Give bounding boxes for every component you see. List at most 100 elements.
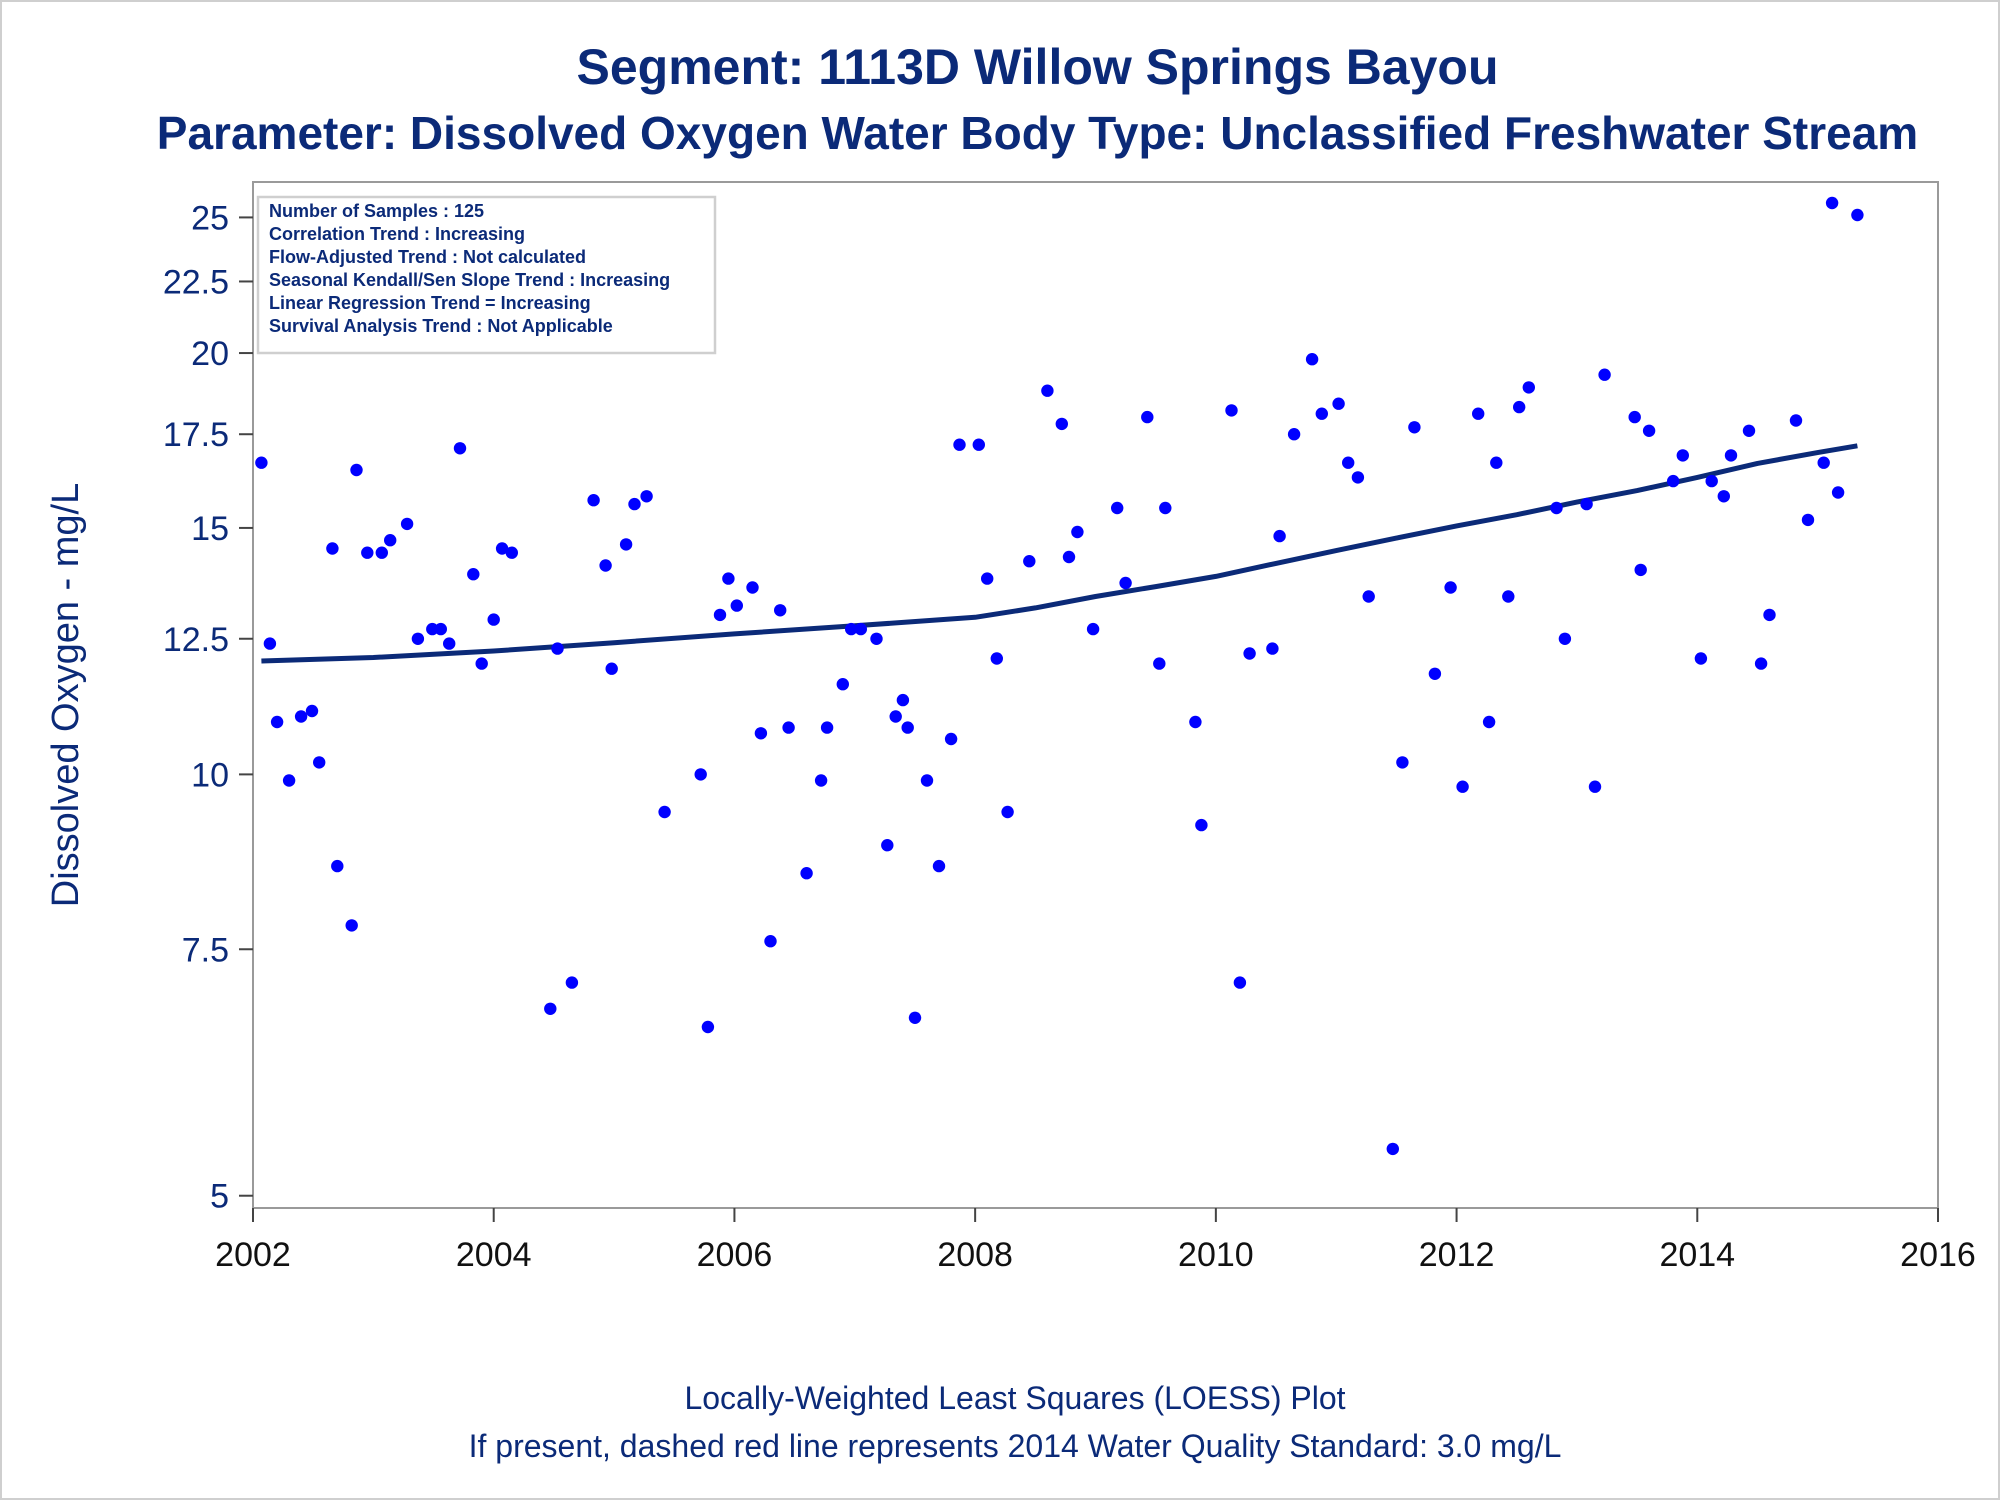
data-point-29	[587, 494, 600, 507]
y-tick-label-25: 25	[191, 199, 229, 237]
info-line-5: Linear Regression Trend = Increasing	[269, 293, 591, 313]
data-point-15	[400, 517, 414, 531]
y-tick-label-22.5: 22.5	[163, 263, 229, 301]
data-point-72	[1111, 501, 1124, 515]
data-point-119	[1763, 608, 1776, 622]
data-point-26	[544, 1002, 557, 1015]
data-point-11	[350, 463, 363, 477]
loess-trend-line	[261, 443, 1858, 664]
data-point-61	[953, 438, 966, 451]
data-point-92	[1396, 756, 1409, 769]
data-point-103	[1550, 501, 1563, 515]
data-point-20	[453, 442, 467, 455]
data-point-19	[443, 637, 456, 650]
data-point-95	[1444, 581, 1457, 594]
x-tick-label-2014: 2014	[1659, 1236, 1735, 1274]
data-point-22	[475, 657, 488, 670]
footnote-standard: If present, dashed red line represents 2…	[468, 1428, 1562, 1464]
data-point-93	[1408, 421, 1421, 434]
data-point-74	[1141, 410, 1154, 424]
data-point-12	[361, 546, 374, 559]
data-point-68	[1055, 417, 1069, 431]
data-point-44	[774, 604, 787, 617]
data-point-64	[990, 652, 1003, 665]
data-point-54	[889, 710, 902, 723]
data-point-104	[1558, 632, 1572, 645]
data-point-55	[896, 693, 910, 707]
data-point-105	[1580, 497, 1593, 511]
info-line-1: Number of Samples : 125	[269, 201, 484, 221]
data-point-10	[345, 919, 358, 932]
data-point-62	[972, 438, 985, 451]
data-point-71	[1086, 622, 1100, 636]
data-point-28	[565, 976, 579, 989]
data-point-102	[1522, 381, 1536, 394]
data-point-121	[1801, 513, 1815, 527]
data-point-2	[263, 637, 277, 650]
x-tick-label-2006: 2006	[697, 1236, 773, 1274]
data-point-101	[1513, 400, 1526, 414]
data-point-109	[1634, 563, 1647, 577]
data-point-120	[1789, 414, 1803, 427]
data-point-122	[1817, 456, 1830, 469]
y-tick-label-7.5: 7.5	[182, 931, 229, 969]
y-tick-label-10: 10	[191, 756, 229, 794]
data-point-82	[1266, 642, 1279, 655]
data-point-45	[782, 721, 795, 734]
y-tick-label-20: 20	[191, 335, 229, 373]
data-point-53	[881, 839, 894, 852]
data-point-81	[1243, 647, 1256, 660]
data-point-8	[326, 542, 339, 555]
data-point-63	[981, 572, 994, 585]
data-point-25	[505, 546, 518, 559]
info-line-6: Survival Analysis Trend : Not Applicable	[269, 316, 613, 336]
data-point-52	[870, 632, 883, 645]
stats-info-box	[256, 195, 717, 355]
data-point-124	[1831, 486, 1845, 499]
y-axis-label: Dissolved Oxygen - mg/L	[45, 483, 87, 908]
data-point-75	[1153, 657, 1166, 670]
data-point-18	[434, 622, 447, 636]
data-point-67	[1041, 384, 1054, 397]
data-point-118	[1754, 657, 1768, 670]
footnote-loess: Locally-Weighted Least Squares (LOESS) P…	[684, 1380, 1346, 1416]
data-point-56	[901, 721, 914, 734]
data-point-78	[1195, 818, 1208, 832]
data-point-57	[908, 1011, 922, 1024]
data-point-110	[1642, 424, 1656, 437]
data-point-117	[1742, 424, 1756, 437]
data-point-16	[411, 632, 425, 645]
data-point-42	[754, 727, 768, 740]
data-point-116	[1724, 449, 1738, 462]
data-point-30	[599, 559, 612, 572]
x-tick-label-2004: 2004	[456, 1236, 532, 1274]
data-point-100	[1502, 590, 1515, 603]
data-point-88	[1342, 456, 1355, 469]
data-point-17	[426, 622, 439, 636]
data-point-23	[487, 613, 500, 626]
data-point-48	[820, 721, 834, 734]
data-point-33	[628, 497, 641, 511]
data-point-37	[701, 1020, 715, 1034]
data-point-112	[1676, 449, 1690, 462]
info-line-4: Seasonal Kendall/Sen Slope Trend : Incre…	[269, 270, 670, 290]
data-point-7	[313, 756, 326, 769]
data-point-65	[1001, 805, 1014, 819]
data-point-106	[1588, 780, 1602, 793]
data-point-6	[305, 704, 319, 718]
plot-area	[252, 181, 1939, 1209]
data-point-32	[619, 538, 633, 551]
data-point-107	[1598, 368, 1611, 381]
data-point-113	[1694, 652, 1708, 665]
data-point-83	[1273, 529, 1286, 543]
y-tick-label-15: 15	[191, 510, 229, 548]
data-point-91	[1386, 1142, 1400, 1156]
data-point-86	[1315, 407, 1329, 420]
data-point-1	[255, 456, 268, 469]
data-point-58	[920, 774, 934, 787]
y-tick-label-17.5: 17.5	[163, 416, 229, 454]
data-point-49	[836, 678, 849, 691]
data-point-94	[1428, 667, 1442, 680]
